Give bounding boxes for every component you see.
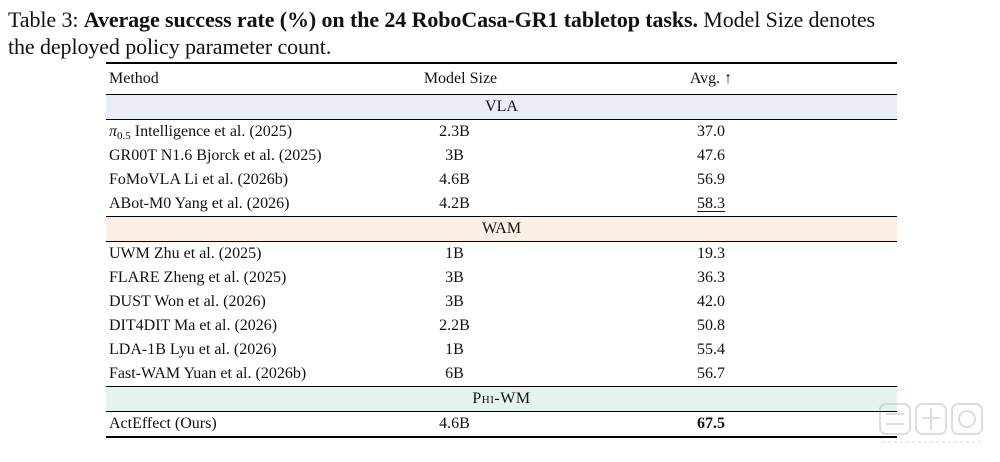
group-rule (106, 216, 897, 217)
method-cell: UWM Zhu et al. (2025) (109, 245, 262, 262)
avg-cell: 67.5 (671, 412, 751, 436)
table-row: FoMoVLA Li et al. (2026b) 4.6B 56.9 (106, 168, 897, 192)
pi-symbol: π (109, 123, 118, 140)
method-cell: FLARE Zheng et al. (2025) (109, 269, 287, 286)
group-rule (106, 119, 897, 120)
caption-label: Table 3: (8, 7, 79, 32)
avg-cell: 56.9 (697, 171, 725, 188)
avg-cell: 19.3 (697, 245, 725, 262)
size-cell: 4.6B (439, 171, 470, 188)
table-row: DUST Won et al. (2026) 3B 42.0 (106, 290, 897, 314)
group-header-phi-wm: Phi-WM (106, 387, 897, 411)
caption-note-line2: the deployed policy parameter count. (8, 34, 332, 59)
header-method: Method (109, 70, 159, 87)
table-row: ABot-M0 Yang et al. (2026) 4.2B 58.3 (106, 192, 897, 216)
table-row: GR00T N1.6 Bjorck et al. (2025) 3B 47.6 (106, 144, 897, 168)
watermark-logo-icon (876, 398, 986, 448)
size-cell: 2.2B (439, 317, 470, 334)
method-cell: FoMoVLA Li et al. (2026b) (109, 171, 289, 188)
size-cell: 6B (445, 365, 464, 382)
header-row: Method Model Size Avg. ↑ (106, 64, 897, 94)
table-row: LDA-1B Lyu et al. (2026) 1B 55.4 (106, 338, 897, 362)
best-value: 67.5 (697, 415, 725, 432)
size-cell: 3B (445, 293, 464, 310)
group-rule (106, 386, 897, 387)
table-row: Fast-WAM Yuan et al. (2026b) 6B 56.7 (106, 362, 897, 386)
table-row: DIT4DIT Ma et al. (2026) 2.2B 50.8 (106, 314, 897, 338)
avg-cell: 56.7 (697, 365, 725, 382)
pi-subscript: 0.5 (117, 130, 131, 142)
size-cell: 2.3B (439, 123, 470, 140)
avg-cell: 55.4 (697, 341, 725, 358)
header-avg: Avg. ↑ (689, 70, 733, 87)
table-row: UWM Zhu et al. (2025) 1B 19.3 (106, 242, 897, 266)
group-rule (106, 241, 897, 242)
group-label-vla: VLA (485, 98, 518, 115)
caption-note-line1: Model Size denotes (703, 7, 876, 32)
method-cell: GR00T N1.6 Bjorck et al. (2025) (109, 147, 322, 164)
second-best-value: 58.3 (697, 195, 725, 212)
method-cell: ActEffect (Ours) (109, 415, 217, 432)
method-cell: π0.5 Intelligence et al. (2025) (109, 120, 292, 145)
header-rule (106, 94, 897, 95)
group-label-wam: WAM (481, 220, 522, 237)
method-cell: LDA-1B Lyu et al. (2026) (109, 341, 277, 358)
caption-title: Average success rate (%) on the 24 RoboC… (83, 7, 698, 32)
size-cell: 4.2B (439, 195, 470, 212)
avg-cell: 50.8 (697, 317, 725, 334)
size-cell: 1B (445, 245, 464, 262)
avg-cell: 58.3 (671, 192, 751, 216)
group-rule (106, 411, 897, 412)
size-cell: 4.6B (439, 415, 470, 432)
avg-cell: 42.0 (697, 293, 725, 310)
avg-cell: 36.3 (697, 269, 725, 286)
group-label-phi-wm: Phi-WM (472, 390, 531, 407)
method-cell: DUST Won et al. (2026) (109, 293, 266, 310)
size-cell: 3B (445, 269, 464, 286)
header-model-size: Model Size (423, 70, 498, 87)
avg-cell: 47.6 (697, 147, 725, 164)
method-name: Intelligence et al. (2025) (134, 123, 293, 140)
avg-cell: 37.0 (697, 123, 725, 140)
table-row: π0.5 Intelligence et al. (2025) 2.3B 37.… (106, 120, 897, 144)
top-rule (106, 62, 897, 64)
method-cell: ABot-M0 Yang et al. (2026) (109, 195, 290, 212)
method-cell: DIT4DIT Ma et al. (2026) (109, 317, 278, 334)
bottom-rule (106, 436, 897, 438)
table-row: ActEffect (Ours) 4.6B 67.5 (106, 412, 897, 436)
method-cell: Fast-WAM Yuan et al. (2026b) (109, 365, 307, 382)
results-table: Method Model Size Avg. ↑ VLA π0.5 Intell… (106, 62, 897, 438)
group-header-vla: VLA (106, 95, 897, 119)
size-cell: 3B (445, 147, 464, 164)
group-header-wam: WAM (106, 217, 897, 241)
table-row: FLARE Zheng et al. (2025) 3B 36.3 (106, 266, 897, 290)
size-cell: 1B (445, 341, 464, 358)
table-caption: Table 3: Average success rate (%) on the… (8, 6, 998, 60)
